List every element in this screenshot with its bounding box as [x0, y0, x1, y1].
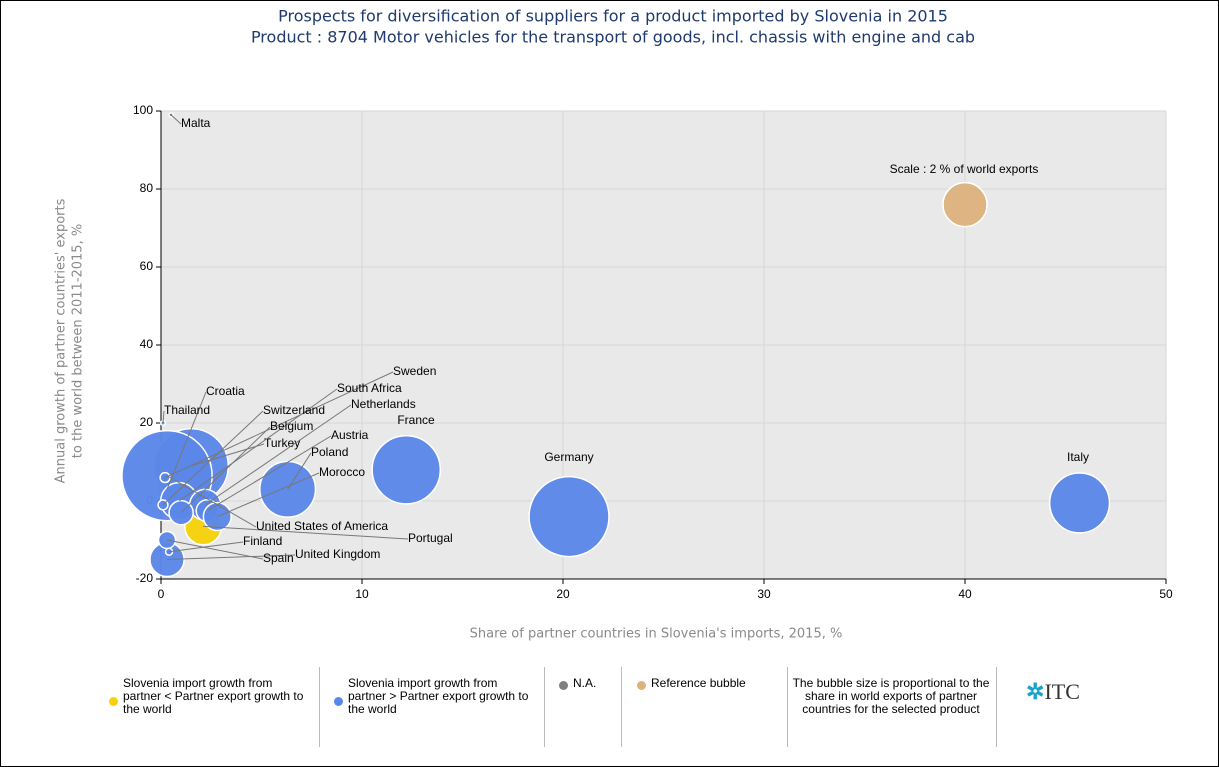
bubble-label: Croatia	[206, 384, 245, 398]
x-tick-label: 30	[757, 587, 771, 601]
bubble-label: France	[397, 413, 435, 427]
leader-line	[167, 554, 296, 560]
legend-separator	[787, 667, 788, 747]
bubble	[942, 181, 988, 228]
legend-label: Reference bubble	[651, 676, 746, 690]
bubble-label: Austria	[331, 428, 369, 442]
leader-line	[166, 391, 207, 490]
leader-line	[206, 435, 332, 512]
x-tick-label: 40	[958, 587, 972, 601]
bubble-label: Sweden	[393, 364, 436, 378]
y-tick-label: -20	[136, 571, 154, 585]
logo-icon: ✲	[1026, 679, 1045, 704]
bubble-label: United States of America	[256, 519, 388, 533]
bubble-label: Turkey	[264, 436, 300, 450]
y-tick-label: 80	[140, 181, 154, 195]
logo: ✲ITC	[1026, 679, 1080, 705]
legend-separator	[544, 667, 545, 747]
leader-line	[170, 114, 182, 125]
bubble-label: Netherlands	[351, 397, 416, 411]
bubble	[1048, 472, 1111, 534]
bubble	[371, 434, 442, 505]
bubble-label: South Africa	[337, 381, 402, 395]
bubble-label: Morocco	[319, 465, 365, 479]
leader-line	[287, 452, 312, 490]
legend-label: Slovenia import growth from partner > Pa…	[348, 676, 529, 716]
y-tick-label: 100	[133, 103, 153, 117]
leader-line	[162, 410, 165, 424]
x-tick-label: 20	[556, 587, 570, 601]
chart-title: Prospects for diversification of supplie…	[278, 7, 948, 26]
leader-line	[166, 539, 264, 560]
leader-line	[178, 388, 338, 502]
x-axis-label: Share of partner countries in Slovenia's…	[470, 627, 843, 642]
y-tick-label: 20	[140, 415, 154, 429]
legend-label: Slovenia import growth from partner < Pa…	[123, 676, 304, 716]
bubble-label: Poland	[311, 445, 348, 459]
y-tick-label: 60	[140, 259, 154, 273]
bubble-label: Belgium	[270, 419, 313, 433]
chart: Prospects for diversification of supplie…	[54, 7, 1173, 642]
leader-line	[217, 472, 320, 518]
legend-label: N.A.	[573, 676, 597, 690]
bubble-label: Malta	[181, 116, 211, 130]
legend-marker	[109, 697, 118, 706]
bubble-label: United Kingdom	[295, 547, 380, 561]
bubble	[159, 471, 171, 484]
legend-separator	[621, 667, 622, 747]
leader-line	[204, 404, 352, 506]
size-note: The bubble size is proportional to the s…	[792, 676, 990, 716]
bubble-label: Scale : 2 % of world exports	[890, 162, 1039, 176]
y-tick-label: 40	[140, 337, 154, 351]
chart-subtitle: Product : 8704 Motor vehicles for the tr…	[251, 28, 975, 47]
bubble-label: Italy	[1067, 450, 1089, 464]
legend-marker	[334, 697, 343, 706]
legend-marker	[637, 681, 646, 690]
bubble	[528, 475, 610, 558]
leader-line	[168, 541, 244, 553]
bubble-label: Thailand	[164, 403, 210, 417]
leader-line	[180, 426, 271, 514]
bubble-label: Switzerland	[263, 403, 325, 417]
labels: Croatia Portugal Italy Germany France Poland T…	[162, 114, 1089, 565]
legend-separator	[319, 667, 320, 747]
logo-text: ITC	[1044, 679, 1080, 704]
y-axis-label: Annual growth of partner countries' expo…	[54, 198, 69, 483]
leader-line	[164, 371, 394, 479]
bubble-label: Spain	[263, 551, 294, 565]
y-axis-label: to the world between 2011-2015, %	[71, 224, 86, 458]
leader-line	[166, 475, 257, 528]
legend-separator	[996, 667, 997, 747]
legend-marker	[559, 681, 568, 690]
x-tick-label: 50	[1159, 587, 1173, 601]
leader-line	[191, 443, 265, 467]
leader-line	[162, 410, 264, 506]
x-tick-label: 0	[158, 587, 165, 601]
bubble-label: Germany	[544, 450, 593, 464]
bubble-label: Portugal	[408, 531, 453, 545]
leader-line	[203, 525, 409, 540]
x-tick-label: 10	[355, 587, 369, 601]
bubble-label: Finland	[243, 534, 282, 548]
